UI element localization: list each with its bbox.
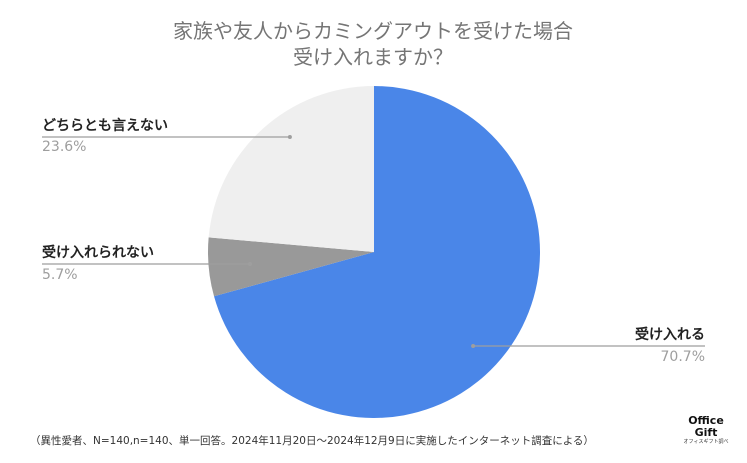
- pie-slice-accept: [214, 86, 540, 418]
- slice-label-neutral: どちらとも言えない: [42, 117, 168, 134]
- leader-dot: [287, 135, 292, 139]
- slice-label-accept: 受け入れる: [635, 326, 705, 343]
- chart-title-line-2: 受け入れますか？: [293, 45, 453, 69]
- slice-value-accept: 70.7%: [661, 349, 705, 365]
- logo-tagline: オフィスギフト調べ: [684, 438, 729, 445]
- logo-line-1: Office: [688, 414, 724, 427]
- footnote: （異性愛者、N=140,n=140、単一回答。2024年11月20日～2024年…: [30, 434, 594, 447]
- leader-dot: [471, 344, 476, 348]
- logo-line-2: Gift: [695, 426, 718, 439]
- slice-value-neutral: 23.6%: [42, 139, 86, 155]
- chart-title-line-1: 家族や友人からカミングアウトを受けた場合: [173, 19, 573, 43]
- slice-value-reject: 5.7%: [42, 267, 78, 283]
- leader-dot: [248, 262, 252, 266]
- pie-slices: [207, 86, 540, 418]
- pie-slice-neutral: [208, 86, 374, 252]
- office-gift-logo: Office Gift オフィスギフト調べ: [684, 414, 729, 445]
- pie-leader-lines: [42, 135, 705, 348]
- slice-label-reject: 受け入れられない: [42, 244, 154, 261]
- pie-slice-reject: [207, 237, 374, 297]
